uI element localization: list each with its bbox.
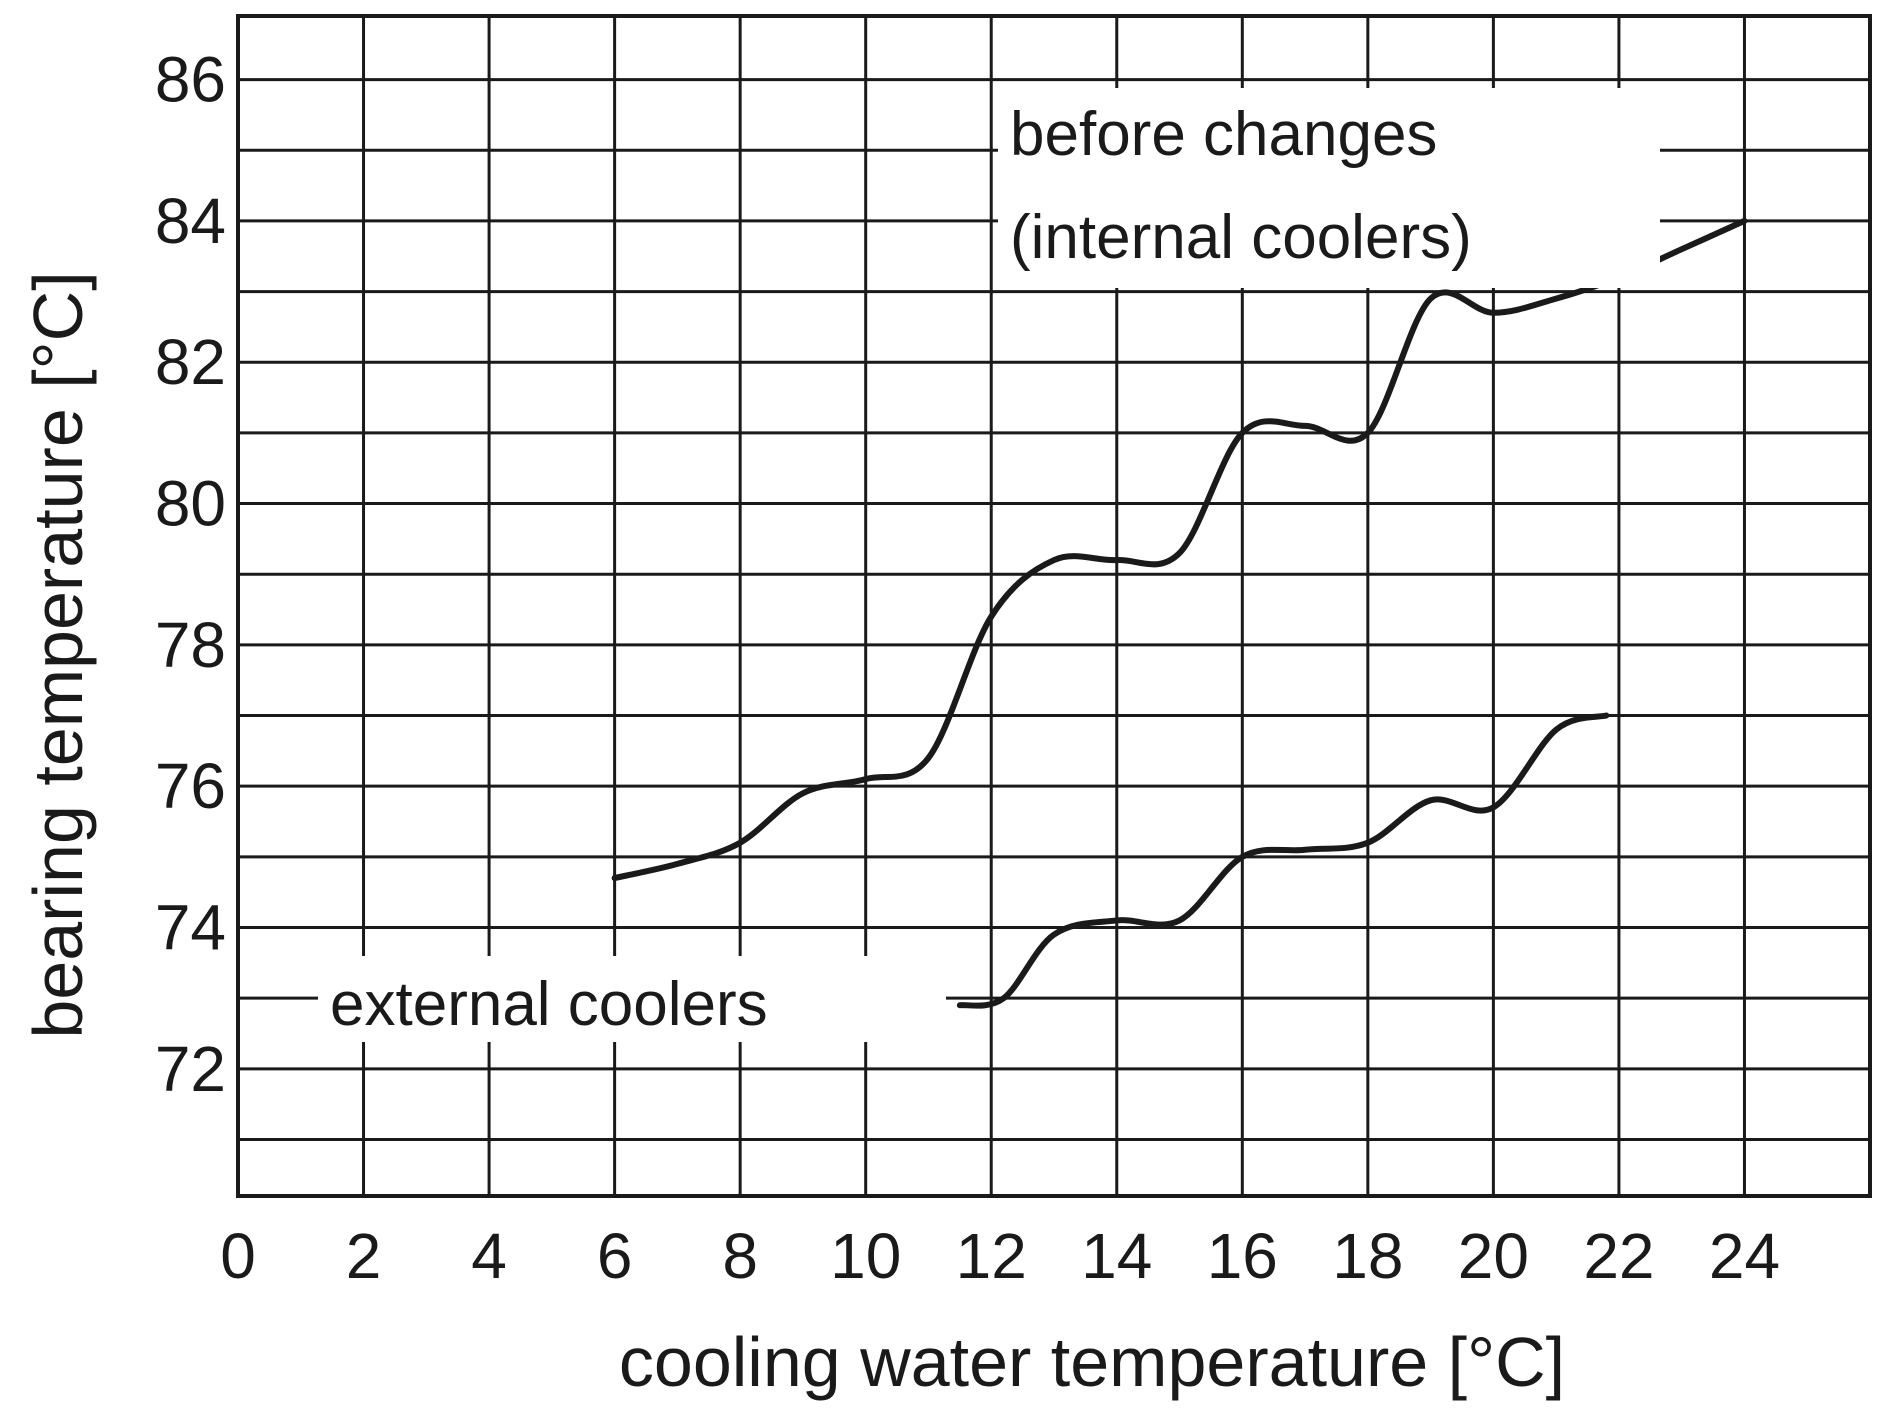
x-tick-label: 6: [597, 1220, 633, 1292]
annotation-line-1: before changes: [1010, 100, 1437, 169]
x-tick-label: 12: [956, 1220, 1027, 1292]
y-tick-label: 86: [155, 44, 226, 116]
y-tick-label: 84: [155, 185, 226, 257]
x-tick-label: 0: [220, 1220, 256, 1292]
x-tick-label: 2: [346, 1220, 382, 1292]
x-axis-label: cooling water temperature [°C]: [619, 1323, 1565, 1401]
plot-frame: [236, 14, 1872, 1198]
y-tick-label: 72: [155, 1033, 226, 1105]
x-tick-label: 18: [1332, 1220, 1403, 1292]
x-tick-label: 22: [1583, 1220, 1654, 1292]
y-tick-label: 80: [155, 468, 226, 540]
annotation-background: [998, 88, 1660, 288]
y-tick-label: 78: [155, 609, 226, 681]
y-axis-label: bearing temperature [°C]: [19, 271, 97, 1038]
series-lines: [611, 217, 1748, 1009]
annotation-line-2: (internal coolers): [1010, 203, 1472, 272]
y-axis-ticks: 72 74 76 78 80 82 84 86: [155, 44, 226, 1105]
x-tick-label: 8: [722, 1220, 758, 1292]
x-tick-label: 14: [1081, 1220, 1152, 1292]
annotation-external-coolers: external coolers: [318, 956, 946, 1042]
y-tick-label: 82: [155, 326, 226, 398]
x-tick-label: 4: [471, 1220, 507, 1292]
x-tick-label: 10: [830, 1220, 901, 1292]
series-line-external-coolers: [956, 712, 1610, 1009]
x-axis-ticks: 0 2 4 6 8 10 12 14 16 18 20 22 24: [220, 1220, 1780, 1292]
annotation-background: [318, 956, 946, 1042]
series-line-before-changes: [611, 217, 1748, 882]
x-tick-label: 24: [1709, 1220, 1780, 1292]
y-tick-label: 74: [155, 891, 226, 963]
annotation-before-changes: before changes (internal coolers): [998, 88, 1660, 288]
x-tick-label: 20: [1458, 1220, 1529, 1292]
annotation-text: external coolers: [330, 970, 768, 1039]
x-tick-label: 16: [1207, 1220, 1278, 1292]
y-tick-label: 76: [155, 750, 226, 822]
